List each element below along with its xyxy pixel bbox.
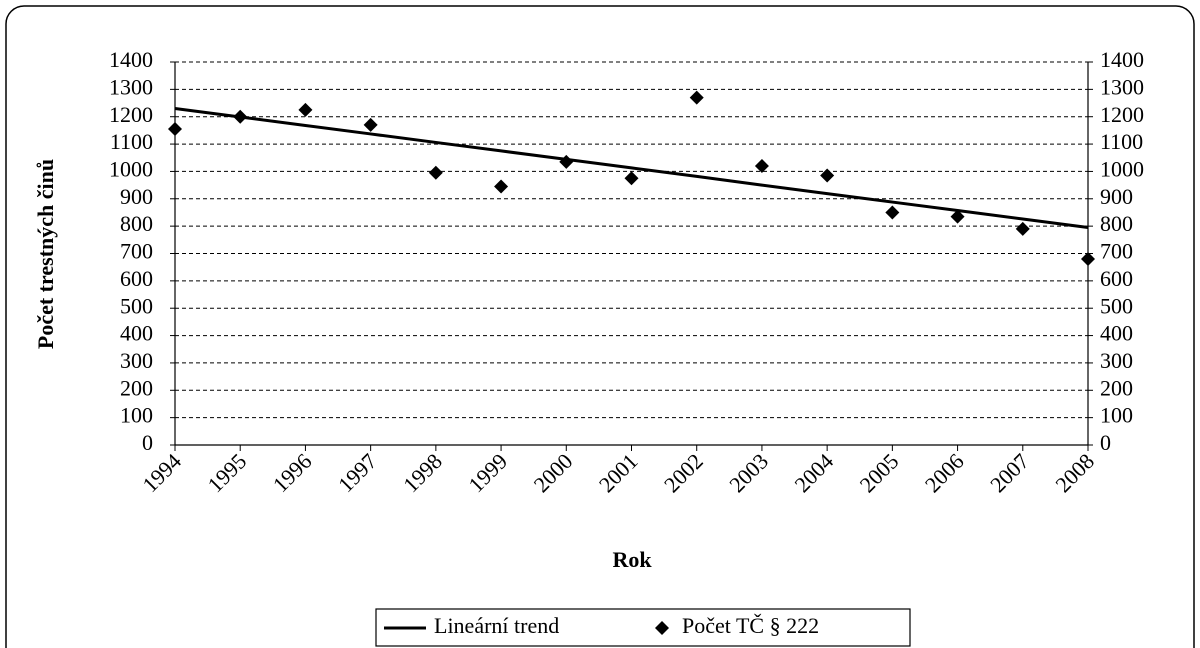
data-point [298,102,313,117]
data-point [689,90,704,105]
y-tick-label: 1300 [109,74,153,99]
data-point [1015,221,1030,236]
y-tick-label: 100 [120,403,153,428]
y2-tick-label: 1100 [1100,129,1143,154]
y-tick-label: 400 [120,321,153,346]
y-tick-label: 600 [120,266,153,291]
data-point [1081,251,1095,266]
x-axis-title: Rok [612,547,652,572]
y2-tick-label: 500 [1100,293,1133,318]
y-tick-label: 800 [120,211,153,236]
y-tick-label: 1100 [110,129,153,154]
y-axis-title: Počet trestných činů [33,159,58,349]
chart-frame [5,5,1195,648]
y2-tick-label: 1300 [1100,74,1144,99]
y-tick-label: 500 [120,293,153,318]
y-tick-label: 900 [120,184,153,209]
y2-tick-label: 800 [1100,211,1133,236]
y-tick-label: 300 [120,348,153,373]
data-point [233,109,248,124]
trend-line [174,107,1089,229]
data-point [363,117,378,132]
legend-swatch [655,621,669,635]
y-tick-label: 1000 [109,156,153,181]
y2-tick-label: 900 [1100,184,1133,209]
y2-tick-label: 300 [1100,348,1133,373]
y2-tick-label: 200 [1100,375,1133,400]
y-tick-label: 1200 [109,102,153,127]
y2-tick-label: 100 [1100,403,1133,428]
y2-tick-label: 600 [1100,266,1133,291]
legend-label: Počet TČ § 222 [682,613,819,638]
y-tick-label: 0 [142,430,153,455]
y2-tick-label: 0 [1100,430,1111,455]
y2-tick-label: 1000 [1100,156,1144,181]
data-point [494,179,509,194]
data-point [754,158,769,173]
y2-tick-label: 400 [1100,321,1133,346]
data-point [168,122,182,137]
data-point [624,171,639,186]
data-point [950,209,965,224]
y2-tick-label: 1200 [1100,102,1144,127]
y-tick-label: 700 [120,239,153,264]
y-tick-label: 200 [120,375,153,400]
y2-tick-label: 700 [1100,239,1133,264]
y2-tick-label: 1400 [1100,47,1144,72]
data-point [820,168,835,183]
data-point [885,205,900,220]
legend-box [375,608,911,647]
y-tick-label: 1400 [109,47,153,72]
legend-label: Lineární trend [434,613,559,638]
data-point [428,165,443,180]
data-point [559,154,574,169]
